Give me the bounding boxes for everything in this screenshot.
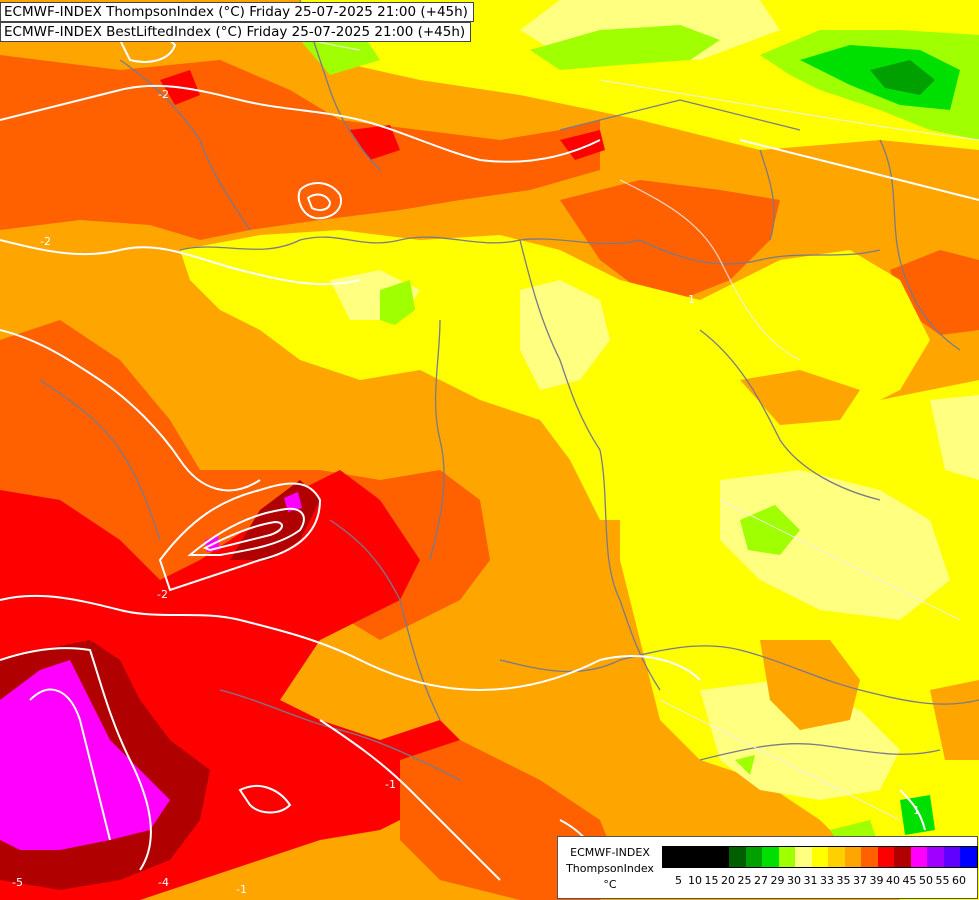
legend-unit: °C (603, 878, 617, 891)
legend-tick: 5 (675, 874, 682, 887)
contour-label: -2 (157, 588, 168, 601)
legend-tick: 30 (787, 874, 801, 887)
contour-label: 1 (913, 804, 920, 817)
legend-tick: 39 (869, 874, 884, 887)
legend-swatch (795, 847, 812, 867)
legend-tick: 60 (952, 874, 966, 887)
map-title-thompson: ECMWF-INDEX ThompsonIndex (°C) Friday 25… (0, 2, 474, 22)
contour-label: -5 (12, 876, 23, 889)
contour-label: -2 (158, 88, 169, 101)
legend-swatch (696, 847, 713, 867)
legend-swatch (910, 847, 927, 867)
legend-swatch (828, 847, 845, 867)
contour-label: -2 (40, 235, 51, 248)
legend-swatch (960, 847, 977, 867)
legend-tick: 27 (754, 874, 768, 887)
legend-tick: 55 (935, 874, 950, 887)
legend-swatch (729, 847, 746, 867)
color-legend: ECMWF-INDEX ThompsonIndex °C 5 10 15 20 25 27… (557, 836, 978, 899)
contour-label: -1 (236, 883, 247, 896)
map-title-lifted: ECMWF-INDEX BestLiftedIndex (°C) Friday … (0, 22, 472, 42)
legend-tick: 15 (704, 874, 719, 887)
legend-tick: 29 (770, 874, 785, 887)
legend-tick: 40 (886, 874, 900, 887)
legend-swatch (861, 847, 878, 867)
legend-tick: 25 (737, 874, 752, 887)
contour-label: -1 (385, 778, 396, 791)
legend-swatch (679, 847, 696, 867)
legend-ticks: 5 10 15 20 25 27 29 30 31 33 35 37 39 40 45 50 55 60 (662, 874, 974, 888)
legend-tick: 10 (688, 874, 702, 887)
legend-swatch (811, 847, 828, 867)
contour-label: 1 (688, 293, 695, 306)
legend-swatch (877, 847, 894, 867)
legend-swatch (894, 847, 911, 867)
legend-swatch (745, 847, 762, 867)
legend-tick: 31 (803, 874, 818, 887)
legend-subtitle: ThompsonIndex (566, 862, 654, 875)
legend-title: ECMWF-INDEX (570, 846, 650, 859)
legend-swatch (943, 847, 960, 867)
legend-tick: 33 (820, 874, 834, 887)
legend-swatch (762, 847, 779, 867)
legend-tick: 35 (836, 874, 851, 887)
legend-swatch (778, 847, 795, 867)
legend-swatch (844, 847, 861, 867)
legend-swatches (662, 846, 978, 868)
legend-tick: 50 (919, 874, 933, 887)
legend-swatch (663, 847, 680, 867)
legend-tick: 20 (721, 874, 735, 887)
legend-swatch (712, 847, 729, 867)
legend-tick: 37 (853, 874, 867, 887)
contour-labels: -2 -2 -1 -5 -4 1 1 -2 -1 (12, 88, 920, 896)
legend-tick: 45 (902, 874, 917, 887)
contour-label: -4 (158, 876, 169, 889)
legend-swatch (927, 847, 944, 867)
